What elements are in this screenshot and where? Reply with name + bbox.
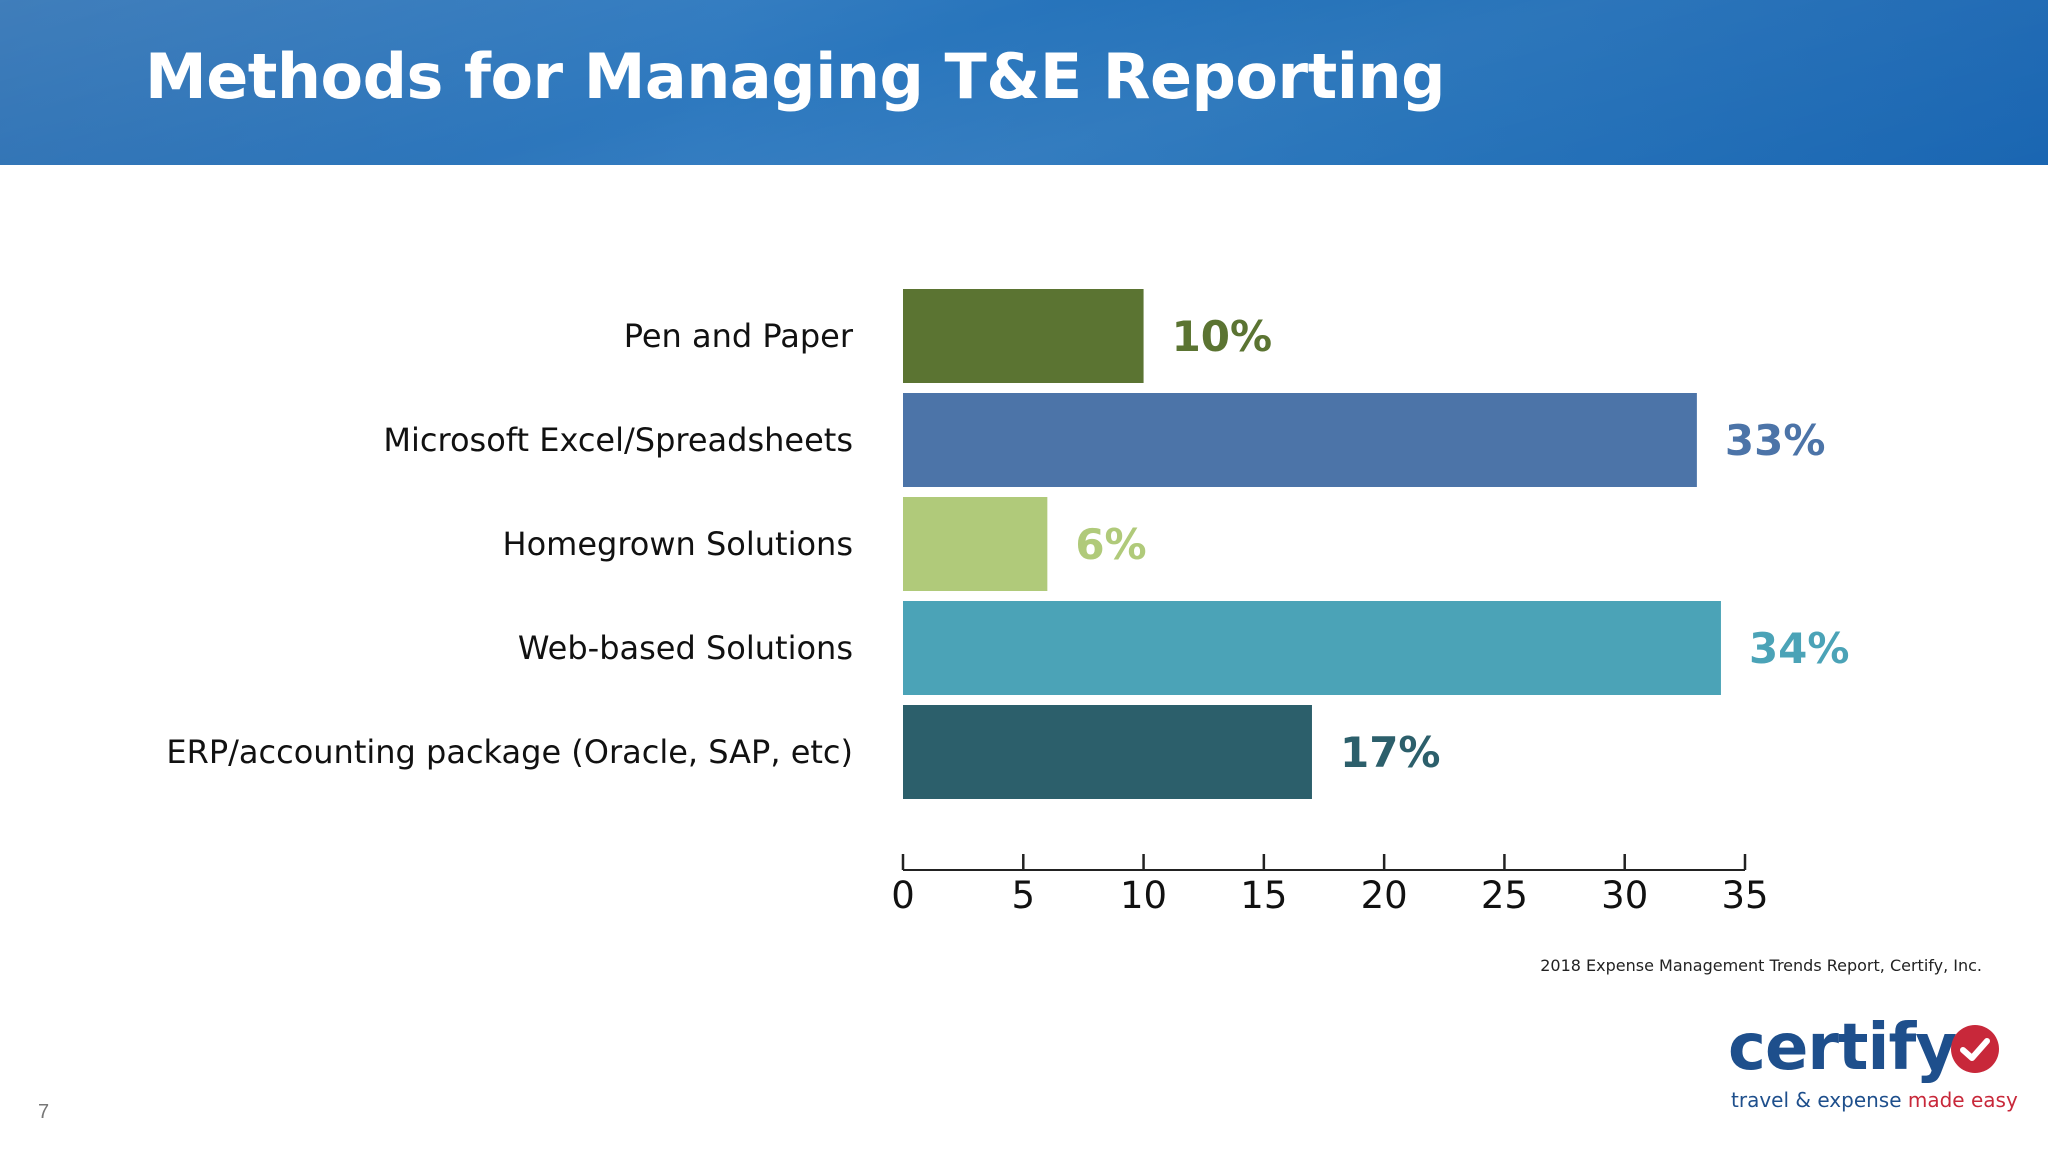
bar xyxy=(903,393,1697,487)
data-label: 10% xyxy=(1172,312,1273,361)
category-label: ERP/accounting package (Oracle, SAP, etc… xyxy=(166,733,853,771)
certify-logo: certify travel & expense made easy xyxy=(1728,1008,2018,1118)
x-tick-label: 10 xyxy=(1120,874,1167,917)
x-tick-label: 0 xyxy=(891,874,915,917)
bar xyxy=(903,601,1721,695)
x-tick-label: 20 xyxy=(1361,874,1408,917)
tagline-part-1: travel & expense xyxy=(1731,1088,1908,1112)
banner-sheen xyxy=(0,0,2048,165)
category-label: Microsoft Excel/Spreadsheets xyxy=(383,421,853,459)
tagline-part-2: made easy xyxy=(1907,1088,2018,1112)
category-label: Homegrown Solutions xyxy=(503,525,854,563)
checkmark-circle-icon xyxy=(1951,1025,1999,1073)
x-tick-label: 15 xyxy=(1240,874,1287,917)
source-citation: 2018 Expense Management Trends Report, C… xyxy=(1540,956,1982,975)
x-tick-label: 35 xyxy=(1721,874,1768,917)
title-banner: Methods for Managing T&E Reporting xyxy=(0,0,2048,165)
logo-wordmark: certify xyxy=(1728,1011,1957,1085)
category-label: Pen and Paper xyxy=(624,317,854,355)
slide-title: Methods for Managing T&E Reporting xyxy=(145,40,1446,113)
x-tick-label: 30 xyxy=(1601,874,1648,917)
data-label: 33% xyxy=(1725,416,1826,465)
data-label: 34% xyxy=(1749,624,1850,673)
bar xyxy=(903,497,1048,591)
x-tick-label: 25 xyxy=(1481,874,1528,917)
bar xyxy=(903,705,1312,799)
page-number: 7 xyxy=(38,1101,50,1123)
bar xyxy=(903,289,1144,383)
x-tick-label: 5 xyxy=(1012,874,1036,917)
category-label: Web-based Solutions xyxy=(518,629,853,667)
logo-tagline: travel & expense made easy xyxy=(1731,1088,2018,1112)
data-label: 6% xyxy=(1075,520,1146,569)
data-label: 17% xyxy=(1340,728,1441,777)
